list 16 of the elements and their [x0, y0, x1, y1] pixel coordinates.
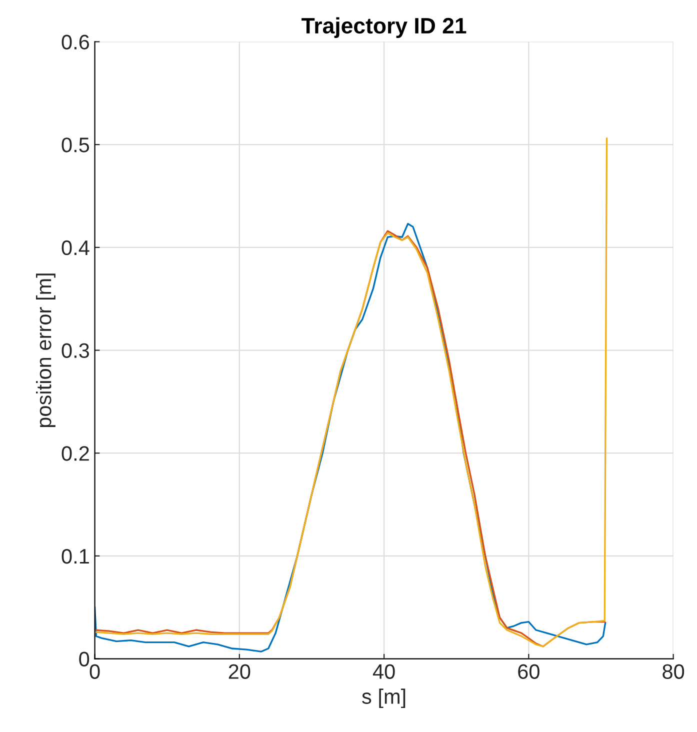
y-tick-label: 0 [79, 652, 90, 667]
y-tick-label: 0.5 [62, 138, 90, 152]
y-tick-label: 0.4 [62, 240, 90, 256]
y-tick-label: 0.1 [62, 548, 89, 564]
x-tick-label: 20 [228, 664, 250, 679]
y-axis-title: position error [m] [36, 274, 56, 428]
x-tick-label: 0 [90, 664, 100, 679]
x-axis-title: s [m] [362, 688, 406, 708]
y-tick-label: 0.3 [62, 343, 90, 358]
y-tick-label: 0.6 [62, 34, 90, 50]
x-tick-label: 80 [662, 664, 684, 679]
x-tick-label: 60 [518, 664, 540, 679]
x-tick-label: 40 [372, 664, 395, 679]
chart-title: Trajectory ID 21 [302, 17, 466, 38]
line-series [94, 138, 608, 648]
y-tick-label: 0.2 [62, 446, 89, 461]
